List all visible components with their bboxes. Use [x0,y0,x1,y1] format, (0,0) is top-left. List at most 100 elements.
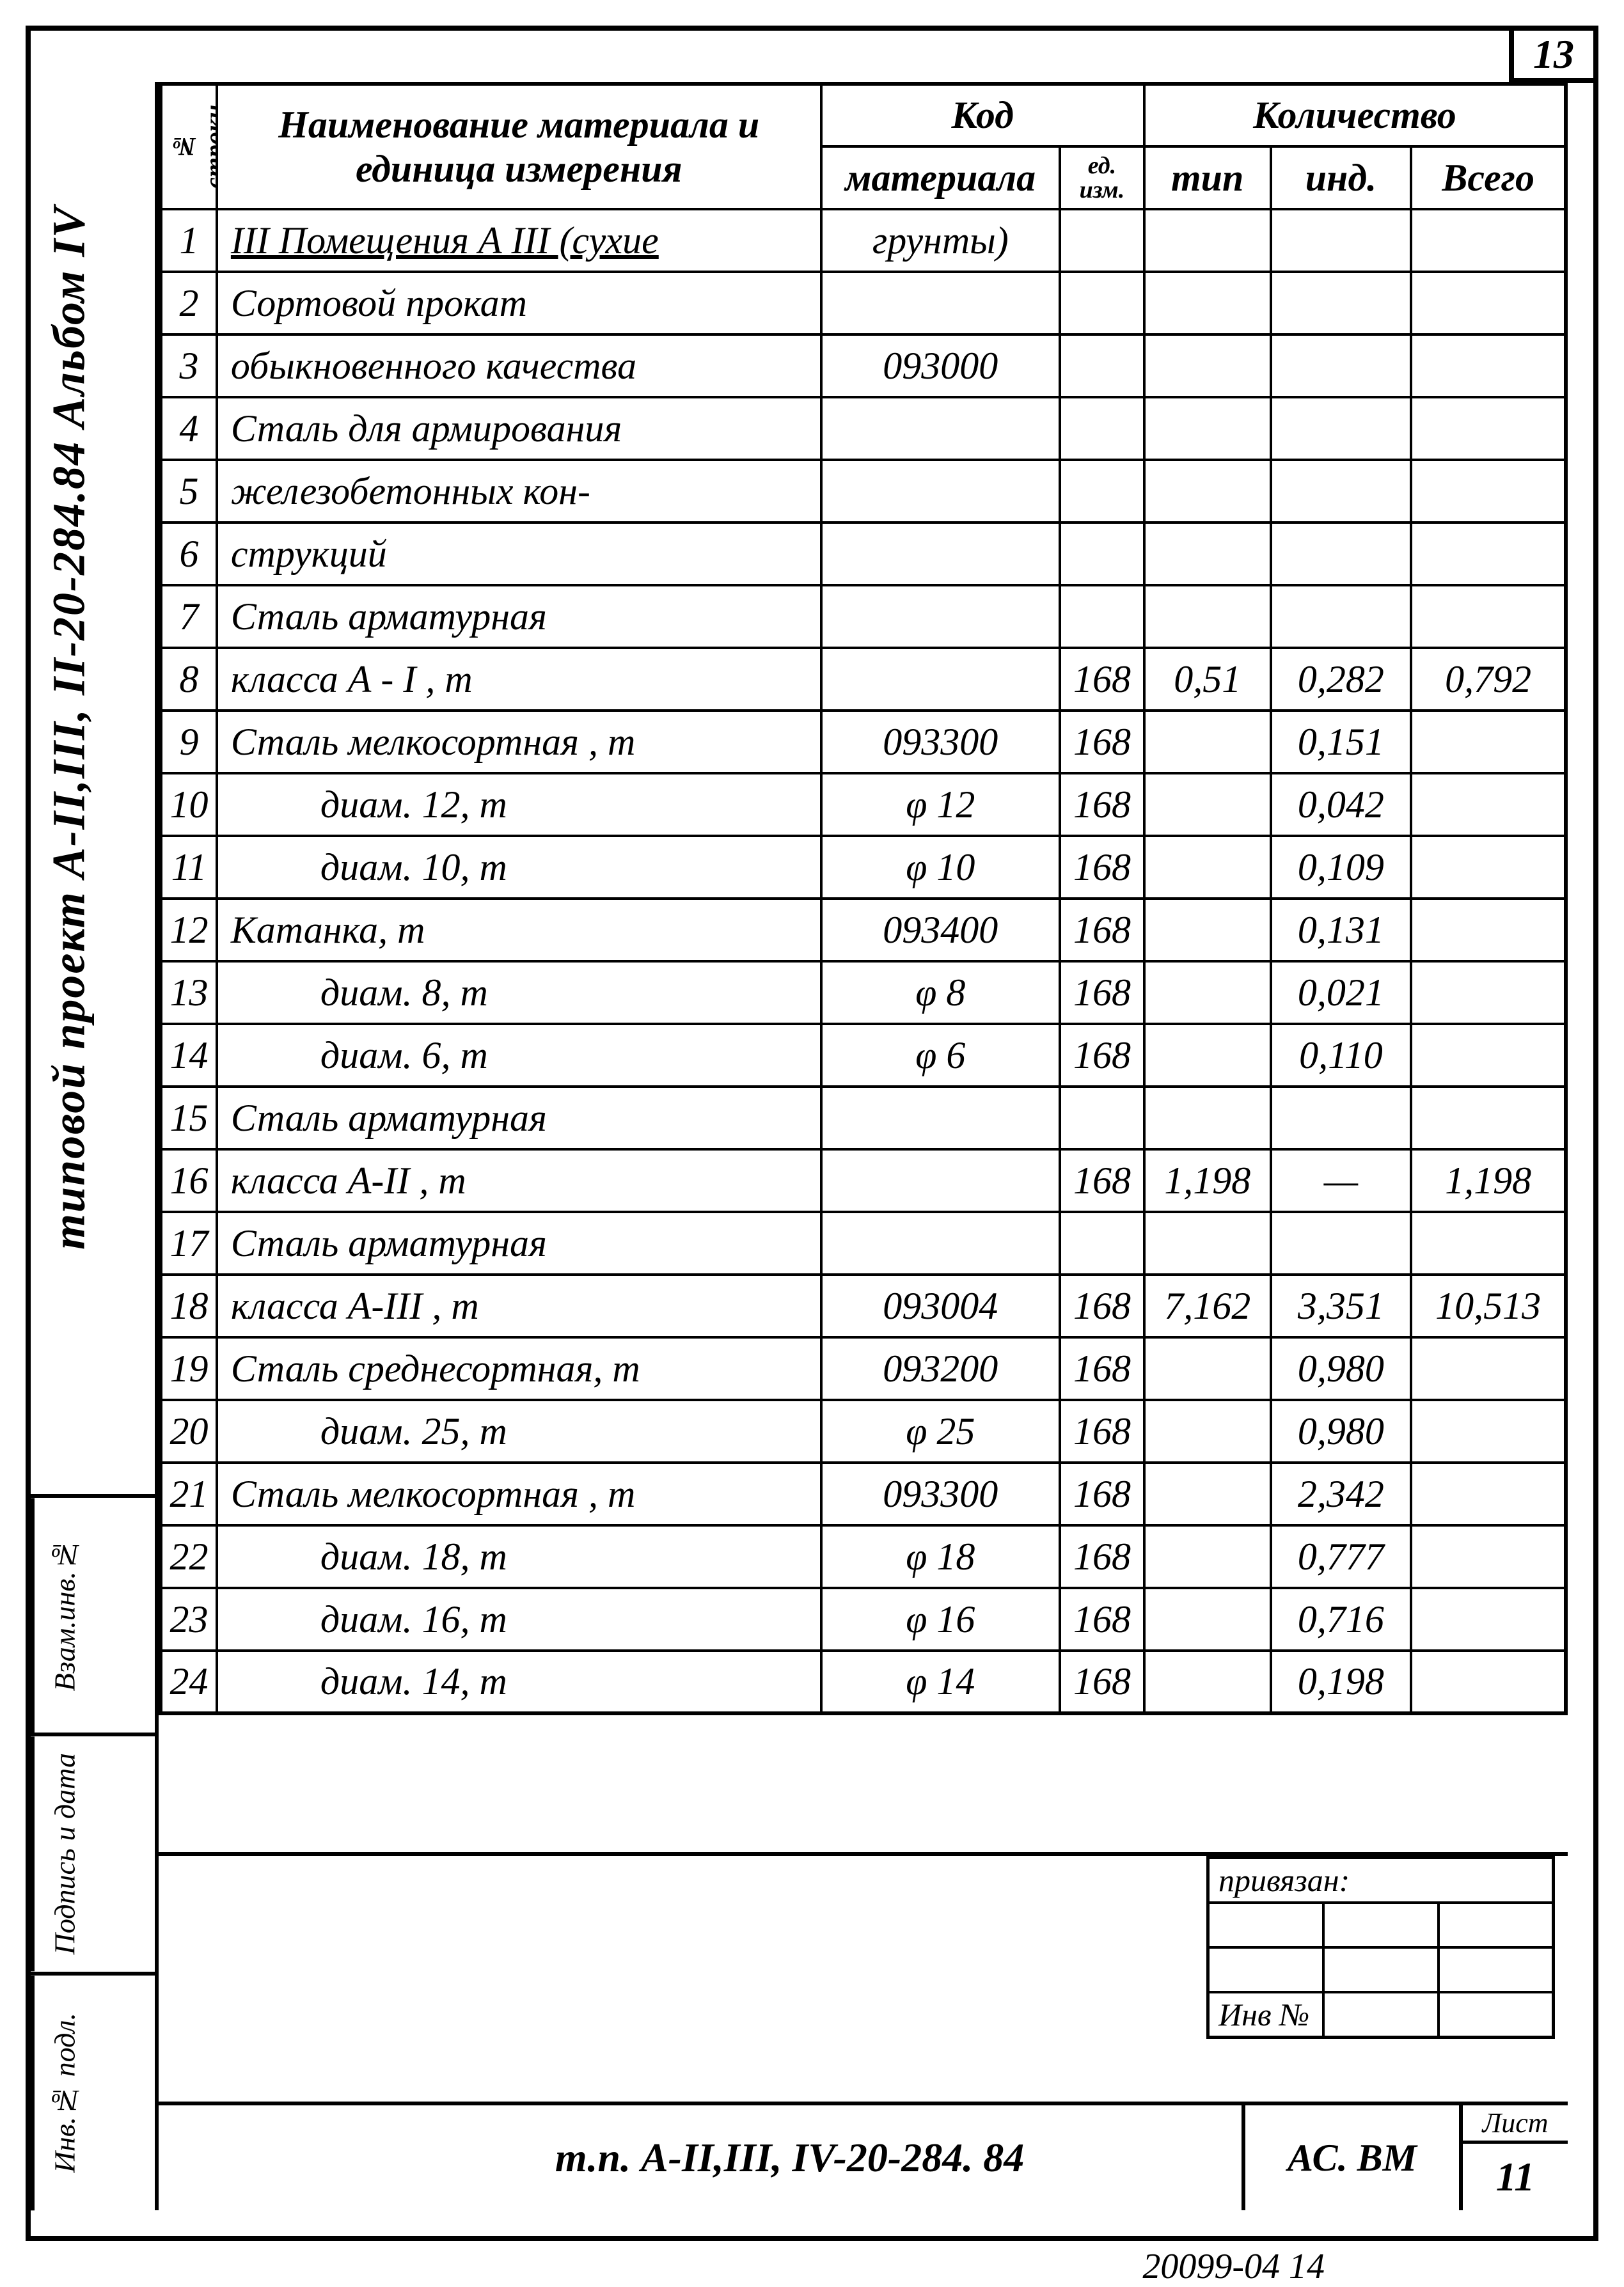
cell-tip: 1,198 [1144,1149,1271,1212]
cell-ed: 168 [1060,1525,1144,1588]
cell-ed: 168 [1060,1275,1144,1337]
cell-tip [1144,523,1271,585]
cell-mat [821,523,1060,585]
cell-vs [1411,523,1566,585]
inv-no-label: Инв № [1208,1992,1323,2038]
inv-podl-label: Инв.№ подл. [31,1976,95,2210]
col-kod: Код [821,84,1144,146]
table-row: 13диам. 8, тφ 81680,021 [161,961,1566,1024]
table-row: 11диам. 10, тφ 101680,109 [161,836,1566,899]
cell-tip [1144,773,1271,836]
cell-vs [1411,773,1566,836]
cell-ed: 168 [1060,773,1144,836]
cell-ind: 0,716 [1271,1588,1412,1651]
privyazan-table: привязан: Инв № [1206,1856,1555,2039]
cell-ind: 0,198 [1271,1651,1412,1713]
cell-tip [1144,1024,1271,1087]
cell-tip [1144,711,1271,773]
cell-ed: 168 [1060,961,1144,1024]
cell-vs [1411,1212,1566,1275]
cell-vs [1411,1651,1566,1713]
row-number: 22 [161,1525,217,1588]
row-number: 18 [161,1275,217,1337]
material-name: Сталь мелкосортная , т [217,1463,821,1525]
cell-ind: 3,351 [1271,1275,1412,1337]
cell-tip [1144,397,1271,460]
col-name: Наименование материала и единица измерен… [217,84,821,209]
cell-ed [1060,460,1144,523]
material-name: диам. 16, т [217,1588,821,1651]
material-name: диам. 12, т [217,773,821,836]
cell-tip [1144,1525,1271,1588]
row-number: 16 [161,1149,217,1212]
table-row: 9Сталь мелкосортная , т0933001680,151 [161,711,1566,773]
cell-vs [1411,1087,1566,1149]
left-cell-inv: Инв.№ подл. [31,1976,159,2210]
col-nstroki: № строки [169,90,217,204]
row-number: 19 [161,1337,217,1400]
cell-vs [1411,1337,1566,1400]
cell-vs [1411,272,1566,334]
cell-ind: 0,777 [1271,1525,1412,1588]
table-row: 10диам. 12, тφ 121680,042 [161,773,1566,836]
cell-vs [1411,460,1566,523]
page-number: 13 [1509,26,1598,83]
cell-tip [1144,272,1271,334]
cell-vs [1411,899,1566,961]
material-name: Сталь арматурная [217,1087,821,1149]
cell-tip [1144,1087,1271,1149]
cell-ind: 0,021 [1271,961,1412,1024]
cell-mat [821,585,1060,648]
cell-ed: 168 [1060,1149,1144,1212]
table-body: 1III Помещения А III (сухиегрунты)2Сорто… [161,209,1566,1713]
material-name: Сталь арматурная [217,1212,821,1275]
main-content: № строки Наименование материала и единиц… [159,82,1568,2210]
cell-ind: 0,980 [1271,1400,1412,1463]
cell-mat: φ 6 [821,1024,1060,1087]
table-row: 7Сталь арматурная [161,585,1566,648]
col-vsego: Всего [1411,146,1566,209]
cell-mat [821,397,1060,460]
cell-mat [821,272,1060,334]
table-row: 18класса А-III , т0930041687,1623,35110,… [161,1275,1566,1337]
cell-tip [1144,460,1271,523]
cell-ind: 0,131 [1271,899,1412,961]
material-name: диам. 14, т [217,1651,821,1713]
left-cell-vzam: Взам.инв.№ [31,1498,159,1736]
material-name: диам. 6, т [217,1024,821,1087]
cell-ind: 2,342 [1271,1463,1412,1525]
table-row: 19Сталь среднесортная, т0932001680,980 [161,1337,1566,1400]
cell-ind: 0,110 [1271,1024,1412,1087]
page-frame: 13 типовой проект А-II,III, II-20-284.84… [26,26,1598,2241]
material-name: Сталь мелкосортная , т [217,711,821,773]
cell-mat: 093400 [821,899,1060,961]
cell-vs [1411,209,1566,272]
material-name: класса А - I , т [217,648,821,711]
table-row: 24диам. 14, тφ 141680,198 [161,1651,1566,1713]
cell-mat: 093300 [821,711,1060,773]
cell-ind [1271,334,1412,397]
cell-tip [1144,1651,1271,1713]
cell-ind [1271,1212,1412,1275]
cell-ed [1060,1212,1144,1275]
cell-ind [1271,272,1412,334]
material-name: диам. 10, т [217,836,821,899]
cell-mat: φ 14 [821,1651,1060,1713]
cell-ind: 0,282 [1271,648,1412,711]
cell-mat [821,1212,1060,1275]
cell-vs [1411,836,1566,899]
title-block: т.п. А-II,III, IV-20-284. 84 АС. ВМ Лист… [159,2102,1568,2210]
cell-ind [1271,1087,1412,1149]
cell-ed [1060,1087,1144,1149]
cell-tip: 0,51 [1144,648,1271,711]
project-code: т.п. А-II,III, IV-20-284. 84 [159,2105,1242,2210]
cell-ed: 168 [1060,836,1144,899]
cell-mat: 093300 [821,1463,1060,1525]
left-cell-podpis: Подпись и дата [31,1736,159,1975]
row-number: 11 [161,836,217,899]
row-number: 17 [161,1212,217,1275]
cell-vs [1411,1400,1566,1463]
row-number: 9 [161,711,217,773]
priv-label: привязан: [1208,1858,1554,1903]
under-frame-code: 20099-04 14 [1142,2246,1325,2287]
